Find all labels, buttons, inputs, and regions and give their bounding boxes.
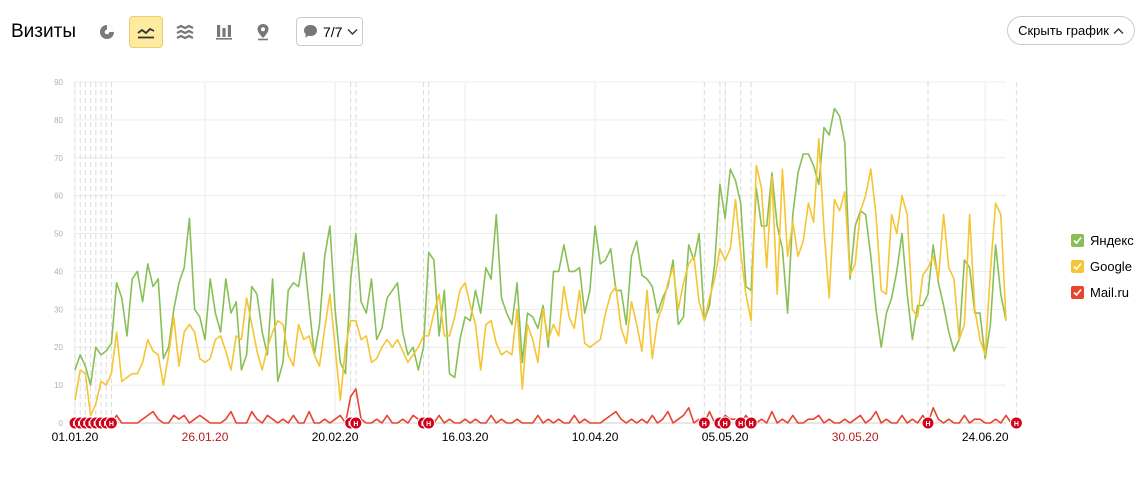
y-tick-label: 30 [54,305,63,314]
annotation-marker: Н [104,416,118,430]
y-tick-label: 90 [54,78,63,87]
annotation-marker-label: Н [353,421,358,428]
annotation-marker-label: Н [749,421,754,428]
x-tick-label: 01.01.20 [52,430,99,444]
comment-icon [304,25,317,38]
y-tick-label: 50 [54,230,63,239]
annotation-marker: Н [744,416,758,430]
annotation-marker-icon [349,416,363,430]
annotation-marker-icon [718,416,732,430]
chart-legend: Яндекс Google Mail.ru [1071,232,1134,310]
series-line-mailru [75,388,1012,424]
annotation-marker: Н [697,416,711,430]
y-tick-label: 40 [54,267,63,276]
y-tick-label: 60 [54,192,63,201]
annotation-marker-label: Н [925,421,930,428]
segment-count: 7/7 [323,23,343,40]
legend-checkbox-icon [1071,285,1084,299]
x-tick-label: 30.05.20 [832,430,879,444]
x-tick-label: 16.03.20 [442,430,489,444]
annotation-marker-label: Н [109,421,114,428]
annotation-marker-label: Н [702,421,707,428]
annotation-marker-label: Н [426,421,431,428]
map-button[interactable] [246,16,280,48]
bar-chart-button[interactable] [207,16,241,48]
chevron-down-icon [347,28,358,35]
x-tick-label: 20.02.20 [312,430,359,444]
chevron-up-icon [1113,27,1124,34]
x-tick-label: 26.01.20 [182,430,229,444]
y-tick-label: 70 [54,154,63,163]
x-tick-label: 24.06.20 [962,430,1009,444]
legend-label: Mail.ru [1090,284,1130,300]
annotation-marker-icon [921,416,935,430]
y-tick-label: 0 [59,419,64,428]
area-chart-button[interactable] [168,16,202,48]
pie-chart-icon [100,25,114,39]
annotation-marker: Н [1009,416,1023,430]
annotation-marker: Н [718,416,732,430]
series-line-yandex [74,107,1007,386]
legend-item-google[interactable]: Google [1071,258,1134,274]
area-chart-icon [176,24,194,40]
annotation-marker-icon [697,416,711,430]
map-pin-icon [257,24,269,41]
annotation-marker: Н [422,416,436,430]
pie-chart-button[interactable] [90,16,124,48]
x-tick-label: 10.04.20 [572,430,619,444]
annotation-marker-icon [422,416,436,430]
annotation-marker-icon [1009,416,1023,430]
annotation-marker-label: Н [723,421,728,428]
line-chart-icon [137,27,155,39]
hide-chart-label: Скрыть график [1018,23,1109,38]
annotation-marker: Н [921,416,935,430]
hide-chart-button[interactable]: Скрыть график [1007,16,1135,45]
annotation-marker-icon [104,416,118,430]
annotation-marker: Н [349,416,363,430]
y-tick-label: 10 [54,381,63,390]
x-tick-label: 05.05.20 [702,430,749,444]
segment-select[interactable]: 7/7 [296,17,363,46]
series-line-google [74,138,1007,417]
annotation-marker-icon [744,416,758,430]
legend-item-mailru[interactable]: Mail.ru [1071,284,1134,300]
legend-checkbox-icon [1071,233,1084,247]
page-title: Визиты [11,21,76,42]
annotation-marker-label: Н [1014,421,1019,428]
y-tick-label: 80 [54,116,63,125]
y-tick-label: 20 [54,343,63,352]
legend-checkbox-icon [1071,259,1084,273]
legend-label: Google [1090,258,1132,274]
line-chart-button[interactable] [129,16,163,48]
legend-item-yandex[interactable]: Яндекс [1071,232,1134,248]
legend-label: Яндекс [1090,232,1134,248]
annotation-marker-label: Н [738,421,743,428]
bar-chart-icon [216,25,232,40]
